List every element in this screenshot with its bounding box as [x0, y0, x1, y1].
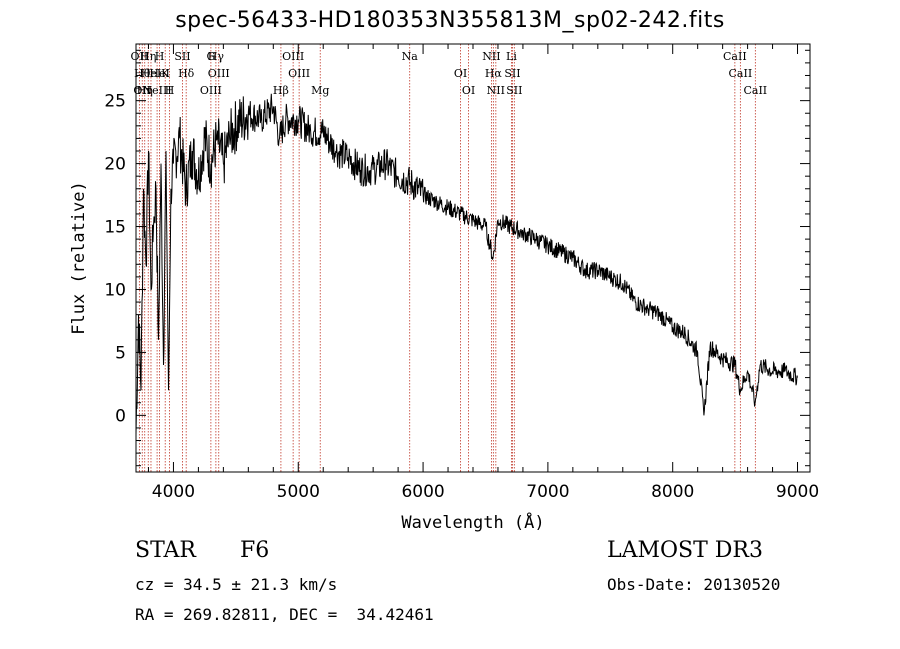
line-marker-label: Hα: [485, 67, 503, 80]
line-marker-label: OIII: [282, 50, 304, 63]
line-marker-label: HeI: [149, 67, 169, 80]
y-tick-label: 20: [104, 155, 126, 175]
plot-frame: [135, 43, 811, 473]
line-marker-label: SII: [504, 67, 520, 80]
x-tick-label: 6000: [401, 482, 444, 502]
line-marker-label: Mg: [311, 84, 329, 97]
line-marker-label: SII: [174, 50, 190, 63]
survey-label: LAMOST DR3: [607, 538, 763, 563]
x-tick-label: 4000: [152, 482, 195, 502]
line-marker-label: CaII: [743, 84, 767, 97]
flux-line: [135, 93, 798, 435]
line-marker-label: NII: [482, 50, 500, 63]
chart-title: spec-56433-HD180353N355813M_sp02-242.fit…: [175, 8, 725, 33]
line-marker-label: CaII: [729, 67, 753, 80]
x-tick-label: 9000: [776, 482, 819, 502]
y-tick-label: 0: [115, 406, 126, 426]
line-marker-label: OIII: [208, 67, 230, 80]
line-marker-label: Na: [402, 50, 419, 63]
line-marker-label: H: [165, 84, 175, 97]
y-tick-label: 25: [104, 92, 126, 112]
x-tick-label: 5000: [277, 482, 320, 502]
line-marker-label: NeIII: [143, 84, 172, 97]
flux-series: [135, 93, 798, 435]
line-marker-label: K: [161, 67, 170, 80]
y-axis-title: Flux (relative): [69, 181, 89, 335]
coordinates-readout: RA = 269.82811, DEC = 34.42461: [135, 605, 434, 624]
x-tick-label: 7000: [526, 482, 569, 502]
x-tick-label: 8000: [651, 482, 694, 502]
line-marker-label: Hη: [140, 50, 156, 63]
line-marker-labels: OIIHθOIIHηHηHeINeIIIHHeIKHSIIHδOIIIGHγOI…: [131, 50, 768, 97]
line-marker-label: Hδ: [178, 67, 195, 80]
line-marker-label: HeI: [141, 67, 161, 80]
line-marker-label: OIII: [288, 67, 310, 80]
class-label: STAR: [135, 538, 196, 563]
x-axis-title: Wavelength (Å): [401, 511, 544, 533]
line-marker-label: Li: [506, 50, 517, 63]
line-marker-label: Hη: [137, 84, 153, 97]
line-marker-label: Hγ: [208, 50, 225, 63]
line-marker-label: CaII: [723, 50, 747, 63]
line-marker-label: OII: [131, 50, 149, 63]
subclass-label: F6: [240, 538, 270, 563]
y-axis: 0 5 10 15 20 25: [104, 49, 810, 467]
obs-date: Obs-Date: 20130520: [607, 575, 781, 594]
line-marker-label: SII: [506, 84, 522, 97]
y-tick-label: 5: [115, 343, 126, 363]
line-marker-label: Hβ: [273, 84, 289, 97]
line-marker-label: H: [155, 50, 165, 63]
y-tick-label: 10: [104, 280, 126, 300]
line-marker-label: G: [206, 50, 215, 63]
line-marker-label: OI: [454, 67, 467, 80]
x-axis: 4000 5000 6000 7000 8000 9000: [147, 44, 819, 502]
line-marker-label: NII: [487, 84, 505, 97]
line-marker-label: Hθ: [134, 67, 151, 80]
line-marker-label: OI: [462, 84, 475, 97]
redshift-readout: cz = 34.5 ± 21.3 km/s: [135, 575, 338, 594]
line-markers: [138, 44, 756, 472]
y-tick-label: 15: [104, 218, 126, 238]
line-marker-label: OIII: [200, 84, 222, 97]
line-marker-label: OII: [133, 84, 151, 97]
